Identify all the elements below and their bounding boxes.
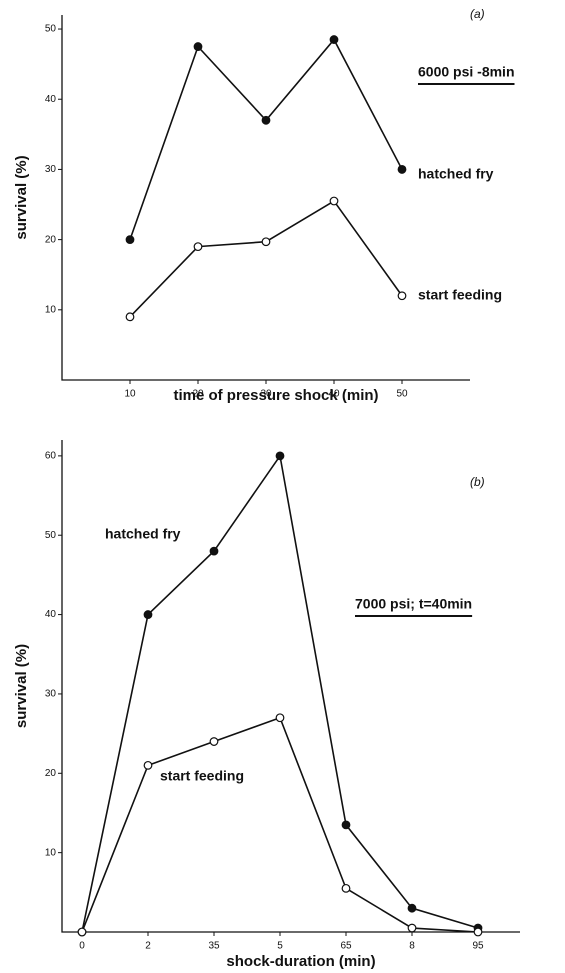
x-axis-title: time of pressure shock (min) [173,387,378,404]
point [77,927,87,937]
y-tick-label: 30 [45,689,57,700]
point [125,312,135,322]
x-tick-label: 50 [396,389,408,400]
y-tick-label: 40 [45,609,57,620]
x-tick-label: 5 [277,941,283,952]
series-line [81,716,479,933]
point [261,237,271,247]
point [209,737,219,746]
point [397,165,407,174]
point [341,820,351,830]
y-tick-label: 50 [45,24,57,35]
point [275,451,285,461]
series-label: hatched fry [105,526,181,542]
point [407,903,417,913]
x-tick-label: 0 [79,941,85,952]
series-label: hatched fry [418,166,494,182]
y-tick-label: 10 [45,304,57,315]
point [397,291,407,301]
x-tick-label: 40 [328,389,340,400]
series-label: start feeding [160,768,244,784]
point [193,242,203,252]
panel-label: (a) [470,7,485,21]
point [341,883,351,893]
y-tick-label: 20 [45,234,57,245]
y-tick-label: 40 [45,94,57,105]
y-tick-label: 30 [45,164,57,175]
point [193,42,203,51]
point [143,760,153,770]
point [329,196,339,206]
x-tick-label: 65 [340,941,352,952]
panel-label: (b) [470,475,485,489]
x-tick-label: 2 [145,941,151,952]
point [407,923,417,933]
point [209,546,219,556]
point [261,115,271,125]
y-tick-label: 60 [45,451,57,462]
x-axis-title: shock-duration (min) [226,953,375,970]
x-tick-label: 35 [208,941,220,952]
y-tick-label: 50 [45,530,57,541]
point [473,927,483,937]
x-tick-label: 20 [192,389,204,400]
series-line [129,199,403,318]
condition-note: 6000 psi -8min [418,64,515,80]
point [125,235,135,245]
series-line [129,38,403,240]
y-axis-title: survival (%) [13,644,30,728]
series-label: start feeding [418,287,502,303]
point [143,610,153,619]
y-axis-title: survival (%) [13,155,30,239]
y-tick-label: 10 [45,847,57,858]
point [275,713,285,723]
axes [61,440,520,933]
axes [61,15,470,381]
y-tick-label: 20 [45,768,57,779]
point [329,35,339,44]
x-tick-label: 30 [260,389,272,400]
x-tick-label: 95 [472,941,484,952]
condition-note: 7000 psi; t=40min [355,596,472,612]
x-tick-label: 10 [124,389,136,400]
x-tick-label: 8 [409,941,415,952]
